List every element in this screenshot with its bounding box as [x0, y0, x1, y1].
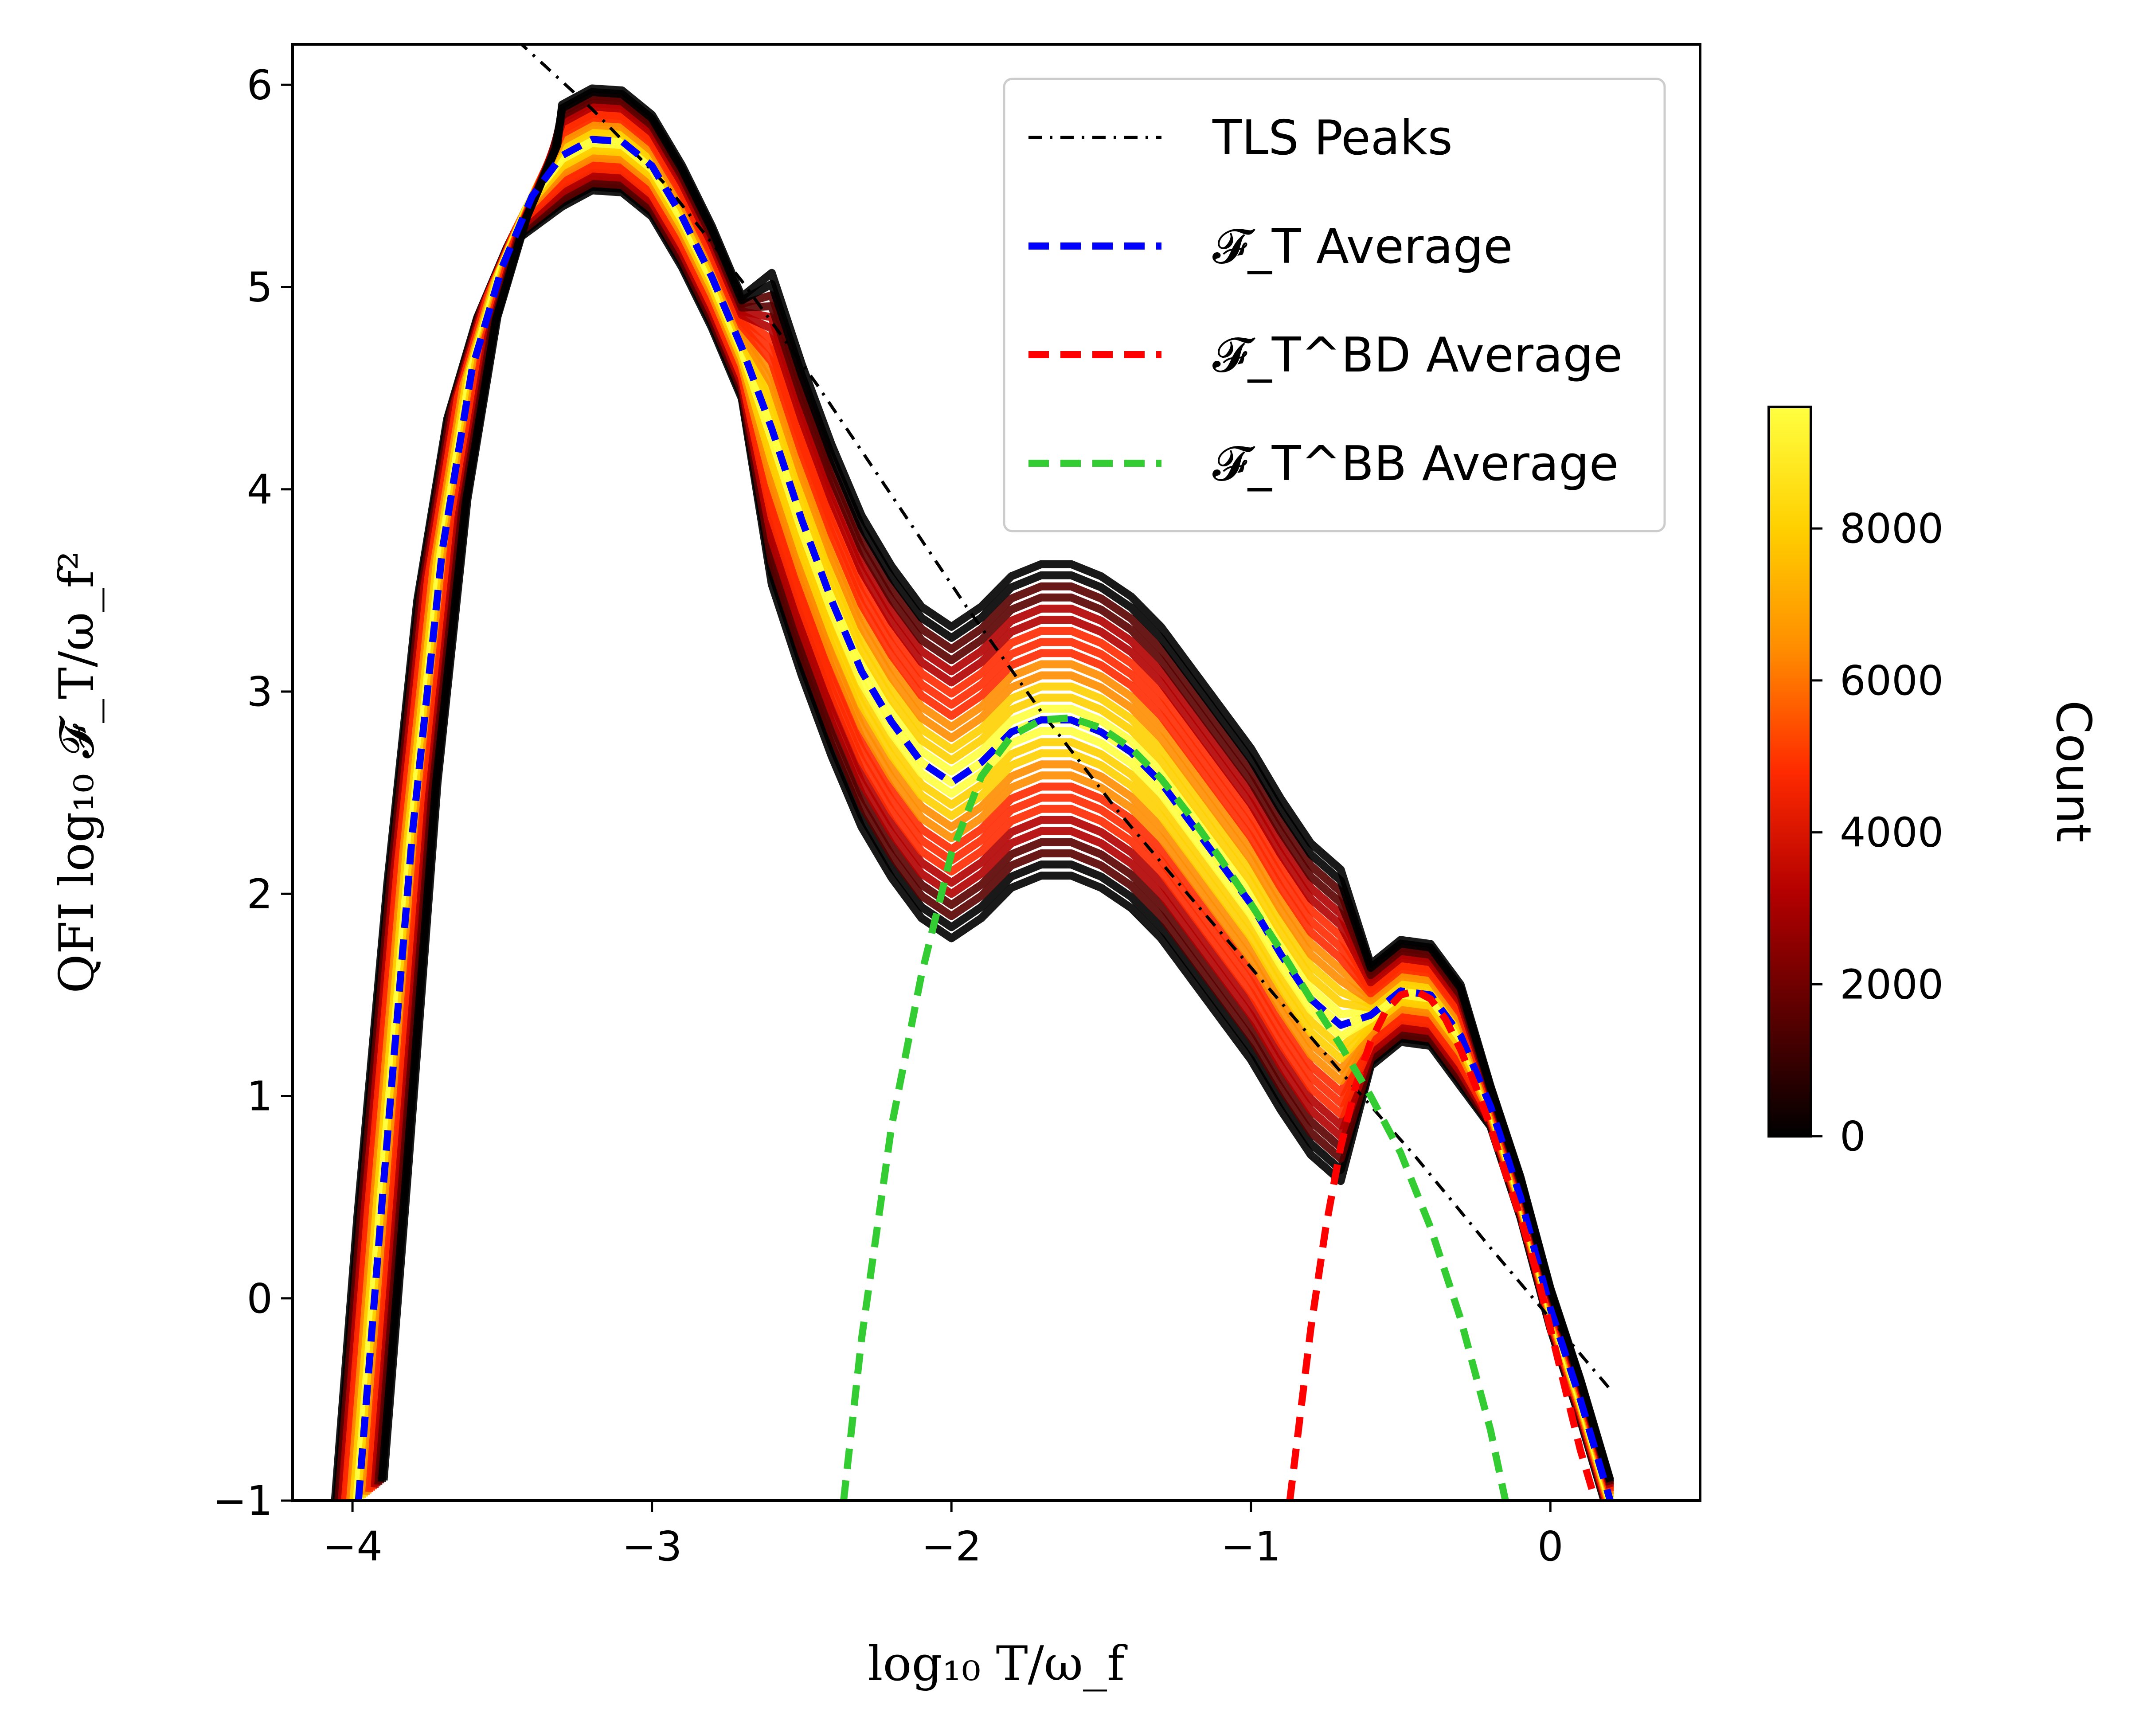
- x-tick-label: −1: [1221, 1523, 1281, 1570]
- legend-label: 𝓕_T^BB Average: [1212, 436, 1619, 492]
- colorbar-tick-label: 6000: [1840, 657, 1943, 704]
- legend: TLS Peaks 𝓕_T Average 𝓕_T^BD Average 𝓕_T^BB…: [1003, 78, 1666, 532]
- series-line-3: [840, 714, 1509, 1501]
- x-tick-label: −4: [322, 1523, 383, 1570]
- y-tick-label: 0: [246, 1275, 273, 1322]
- colorbar: 0 2000 4000 6000 8000 Count: [1767, 406, 2101, 1160]
- colorbar-tick-label: 8000: [1840, 505, 1943, 552]
- y-tick-label: 4: [246, 466, 273, 513]
- x-tick-label: −2: [921, 1523, 981, 1570]
- y-tick-label: 5: [246, 264, 273, 311]
- colorbar-tick-label: 0: [1840, 1113, 1866, 1160]
- x-axis-ticks: −4 −3 −2 −1 0: [322, 1501, 1564, 1570]
- x-tick-label: 0: [1537, 1523, 1564, 1570]
- y-tick-label: 1: [246, 1073, 273, 1120]
- colorbar-label: Count: [2045, 700, 2101, 843]
- colorbar-gradient: [1767, 406, 1812, 1138]
- y-tick-label: 6: [246, 61, 273, 109]
- legend-label: 𝓕_T^BD Average: [1212, 328, 1623, 383]
- legend-label: 𝓕_T Average: [1212, 219, 1513, 274]
- colorbar-ticks: 0 2000 4000 6000 8000: [1811, 505, 1943, 1160]
- series-line-1: [355, 136, 1614, 1501]
- legend-box: [1003, 78, 1666, 532]
- series-layer: [355, 44, 1614, 1501]
- series-line-0: [519, 44, 1611, 1391]
- x-tick-label: −3: [622, 1523, 682, 1570]
- density-curve: [379, 84, 1614, 1482]
- y-axis-ticks: −1 0 1 2 3 4 5 6: [212, 61, 293, 1525]
- y-tick-label: 2: [246, 870, 273, 918]
- y-axis-label: QFI log₁₀ 𝓕_T/ω_f²: [49, 551, 105, 993]
- colorbar-tick-label: 2000: [1840, 961, 1943, 1008]
- x-axis-label: log₁₀ T/ω_f: [868, 1636, 1128, 1692]
- y-tick-label: 3: [246, 668, 273, 716]
- y-tick-label: −1: [212, 1477, 273, 1525]
- plot-frame: [291, 43, 1701, 1502]
- legend-label: TLS Peaks: [1212, 110, 1453, 166]
- series-line-2: [1286, 987, 1599, 1501]
- colorbar-tick-label: 4000: [1840, 809, 1943, 856]
